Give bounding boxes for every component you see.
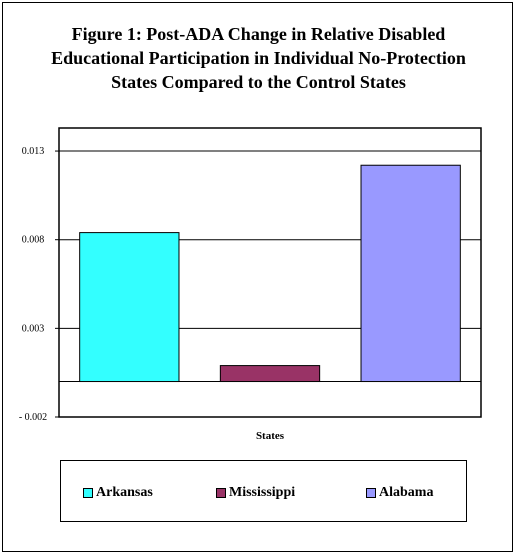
y-tick-label: 0.003 [22, 323, 45, 334]
chart-frame [2, 2, 513, 552]
legend-label: Arkansas [96, 485, 153, 500]
legend-swatch [83, 488, 93, 498]
legend-label: Mississippi [229, 485, 296, 500]
chart-title: Figure 1: Post-ADA Change in Relative Di… [51, 24, 466, 92]
x-axis-label: States [256, 430, 285, 442]
y-tick-label: 0.013 [22, 146, 45, 157]
legend: Arkansas Mississippi Alabama [60, 460, 467, 522]
bar-alabama [360, 164, 461, 383]
legend-item-arkansas: Arkansas [83, 485, 153, 501]
legend-item-alabama: Alabama [366, 485, 433, 501]
legend-label: Alabama [379, 485, 434, 500]
y-tick-label: 0.008 [22, 235, 45, 246]
bar-mississippi [219, 365, 321, 383]
legend-swatch [216, 488, 226, 498]
bar-arkansas [79, 232, 180, 383]
y-tick-label: - 0.002 [19, 412, 47, 423]
legend-swatch [366, 488, 376, 498]
legend-item-mississippi: Mississippi [216, 485, 295, 501]
